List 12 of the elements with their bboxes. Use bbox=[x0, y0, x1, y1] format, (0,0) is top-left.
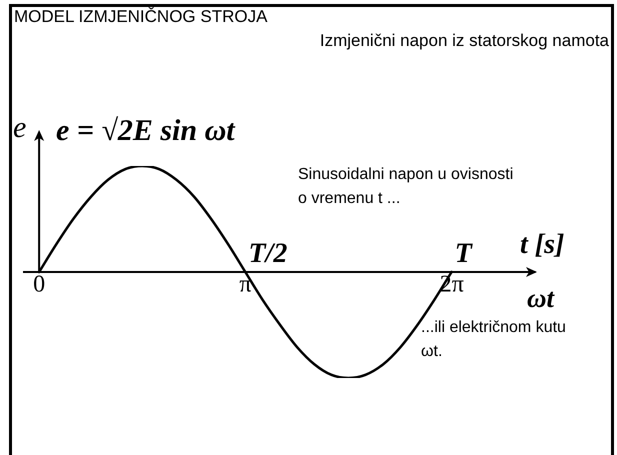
text: e = √2E sin ωt bbox=[56, 114, 235, 148]
x-tick-label: 0 bbox=[33, 272, 46, 298]
x-tick-label: π bbox=[239, 272, 252, 298]
annotation: Sinusoidalni napon u ovisnosti o vremenu t ... bbox=[298, 165, 514, 209]
x-axis-title: ωt bbox=[527, 283, 554, 314]
annotation: T bbox=[454, 238, 474, 269]
x2-axis-title: t [s] bbox=[520, 229, 564, 262]
chart-title: MODEL IZMJENIČNOG STROJA bbox=[14, 7, 268, 27]
y-axis-title: e bbox=[13, 111, 26, 146]
annotation: T/2 bbox=[248, 238, 288, 269]
chart-subtitle: Izmjenični napon iz statorskog namota bbox=[320, 31, 609, 51]
annotation: ...ili električnom kutu ωt. bbox=[421, 318, 567, 362]
